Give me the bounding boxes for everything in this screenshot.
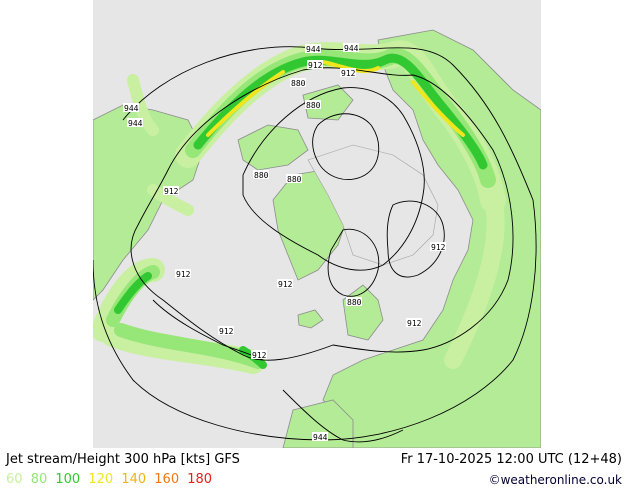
contour-labels: 944 944 944 944 912 912 880 880 880 880 … (123, 43, 446, 442)
svg-text:912: 912 (219, 327, 234, 336)
contour-label: 944 (343, 43, 359, 53)
svg-text:880: 880 (347, 298, 362, 307)
legend-100: 100 (55, 472, 81, 487)
contour-label: 912 (277, 279, 293, 289)
contour-label: 912 (218, 326, 234, 336)
svg-text:912: 912 (431, 243, 446, 252)
legend-140: 140 (121, 472, 147, 487)
contour-label: 912 (307, 60, 323, 70)
contour-880-east (327, 228, 380, 297)
svg-text:912: 912 (164, 187, 179, 196)
contour-label: 944 (305, 44, 321, 54)
legend-160: 160 (154, 472, 180, 487)
credit-link[interactable]: ©weatheronline.co.uk (488, 473, 622, 487)
contour-label: 880 (253, 170, 269, 180)
contour-label: 912 (406, 318, 422, 328)
legend-80: 80 (30, 472, 48, 487)
contour-912-east (386, 200, 445, 278)
contour-label: 912 (430, 242, 446, 252)
contour-label: 880 (290, 78, 306, 88)
svg-text:880: 880 (306, 101, 321, 110)
contour-944-south (282, 389, 404, 443)
svg-text:912: 912 (252, 351, 267, 360)
land-iceland (297, 309, 324, 329)
land-eurasia (322, 29, 541, 448)
contour-label: 912 (251, 350, 267, 360)
height-contours (93, 46, 537, 443)
contour-label: 912 (340, 68, 356, 78)
svg-text:944: 944 (306, 45, 321, 54)
svg-text:944: 944 (344, 44, 359, 53)
contour-label: 880 (346, 297, 362, 307)
speed-legend: 60 80 100 120 140 160 180 (6, 472, 216, 487)
svg-text:912: 912 (176, 270, 191, 279)
contour-label: 944 (312, 432, 328, 442)
contour-label: 944 (123, 103, 139, 113)
svg-text:944: 944 (313, 433, 328, 442)
chart-title: Jet stream/Height 300 hPa [kts] GFS (6, 452, 240, 467)
arctic-ocean (307, 144, 439, 266)
jet-stream-bands (93, 40, 506, 374)
valid-time: Fr 17-10-2025 12:00 UTC (12+48) (400, 452, 622, 467)
contour-label: 944 (127, 118, 143, 128)
svg-text:912: 912 (341, 69, 356, 78)
svg-text:880: 880 (287, 175, 302, 184)
polar-map-svg: 944 944 944 944 912 912 880 880 880 880 … (93, 0, 541, 448)
svg-text:912: 912 (308, 61, 323, 70)
contour-880-ring (312, 113, 380, 180)
jet-band-east (444, 191, 505, 369)
svg-text:912: 912 (407, 319, 422, 328)
jet-band-pacific (127, 74, 194, 216)
svg-text:912: 912 (278, 280, 293, 289)
legend-120: 120 (88, 472, 114, 487)
contour-label: 912 (163, 186, 179, 196)
contour-label: 912 (175, 269, 191, 279)
svg-text:880: 880 (291, 79, 306, 88)
map-panel: 944 944 944 944 912 912 880 880 880 880 … (93, 0, 541, 448)
svg-text:880: 880 (254, 171, 269, 180)
contour-label: 880 (305, 100, 321, 110)
contour-880-inner (242, 87, 425, 271)
svg-text:944: 944 (128, 119, 143, 128)
contour-label: 880 (286, 174, 302, 184)
land-arctic-islands-2 (302, 84, 354, 121)
jet-band-100 (193, 53, 488, 170)
land-arctic-islands (237, 124, 309, 171)
svg-text:944: 944 (124, 104, 139, 113)
legend-180: 180 (187, 472, 213, 487)
legend-60: 60 (6, 472, 23, 487)
